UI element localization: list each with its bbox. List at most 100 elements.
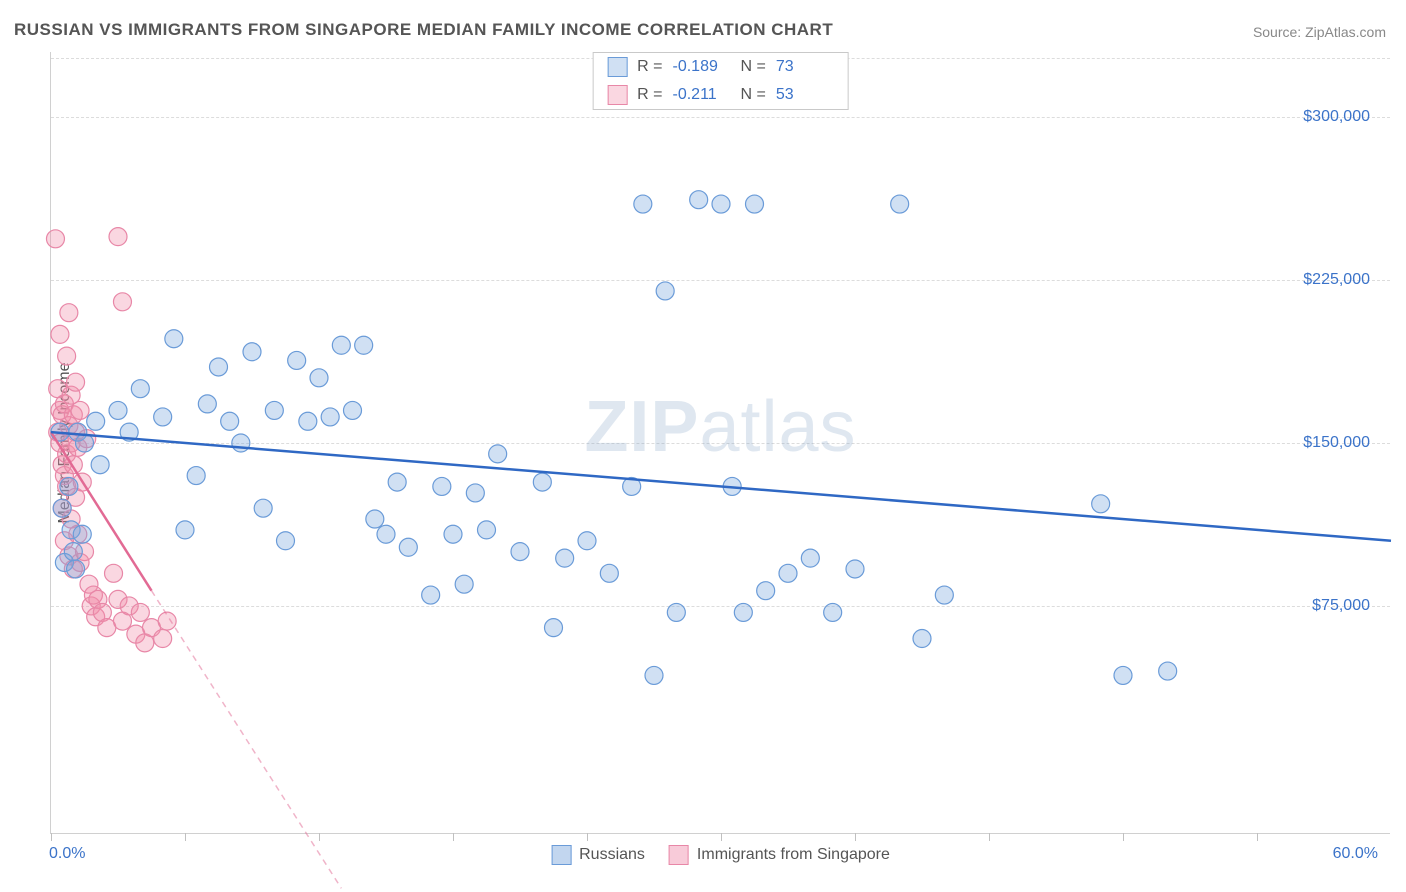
swatch-russians [607,57,627,77]
chart-title: RUSSIAN VS IMMIGRANTS FROM SINGAPORE MED… [14,20,833,40]
data-point [913,630,931,648]
scatter-layer [51,52,1390,833]
data-point [578,532,596,550]
data-point [332,336,350,354]
x-tick [587,833,588,841]
data-point [277,532,295,550]
swatch-icon [551,845,571,865]
legend-n-value: 73 [776,58,834,76]
swatch-singapore [607,85,627,105]
data-point [109,401,127,419]
data-point [67,373,85,391]
x-axis-min: 0.0% [49,845,85,863]
data-point [399,538,417,556]
data-point [533,473,551,491]
data-point [634,195,652,213]
legend-label: Russians [579,846,645,864]
data-point [105,564,123,582]
data-point [67,560,85,578]
data-point [556,549,574,567]
data-point [158,612,176,630]
data-point [667,603,685,621]
x-tick [1123,833,1124,841]
data-point [355,336,373,354]
plot-area: Median Family Income $75,000$150,000$225… [50,52,1390,834]
data-point [377,525,395,543]
data-point [433,477,451,495]
data-point [221,412,239,430]
data-point [690,191,708,209]
data-point [131,380,149,398]
data-point [489,445,507,463]
data-point [422,586,440,604]
data-point [891,195,909,213]
x-tick [51,833,52,841]
legend-n-label: N = [741,58,766,76]
data-point [444,525,462,543]
data-point [46,230,64,248]
data-point [1159,662,1177,680]
data-point [466,484,484,502]
data-point [165,330,183,348]
data-point [321,408,339,426]
data-point [288,351,306,369]
data-point [366,510,384,528]
data-point [801,549,819,567]
legend-n-label: N = [741,86,766,104]
data-point [76,434,94,452]
data-point [210,358,228,376]
data-point [131,603,149,621]
x-tick [1257,833,1258,841]
data-point [60,304,78,322]
data-point [645,666,663,684]
legend-r-label: R = [637,58,662,76]
legend-row-singapore: R = -0.211 N = 53 [593,81,848,109]
x-tick [989,833,990,841]
x-tick [319,833,320,841]
data-point [243,343,261,361]
data-point [935,586,953,604]
data-point [154,630,172,648]
data-point [1092,495,1110,513]
data-point [746,195,764,213]
data-point [254,499,272,517]
data-point [198,395,216,413]
swatch-icon [669,845,689,865]
data-point [53,499,71,517]
data-point [734,603,752,621]
data-point [58,347,76,365]
data-point [1114,666,1132,684]
x-axis-max: 60.0% [1333,845,1378,863]
source-label: Source: ZipAtlas.com [1253,24,1386,40]
data-point [154,408,172,426]
data-point [299,412,317,430]
x-tick [855,833,856,841]
data-point [232,434,250,452]
data-point [310,369,328,387]
data-point [265,401,283,419]
data-point [71,401,89,419]
legend-row-russians: R = -0.189 N = 73 [593,53,848,81]
legend-label: Immigrants from Singapore [697,846,890,864]
data-point [87,412,105,430]
data-point [51,325,69,343]
data-point [91,456,109,474]
data-point [712,195,730,213]
legend-r-label: R = [637,86,662,104]
trend-line [152,591,342,889]
data-point [545,619,563,637]
data-point [60,477,78,495]
correlation-legend: R = -0.189 N = 73 R = -0.211 N = 53 [592,52,849,110]
legend-r-value: -0.211 [673,86,731,104]
data-point [388,473,406,491]
series-legend: Russians Immigrants from Singapore [551,845,890,865]
data-point [600,564,618,582]
x-tick [721,833,722,841]
data-point [656,282,674,300]
data-point [187,467,205,485]
data-point [113,293,131,311]
data-point [176,521,194,539]
data-point [73,525,91,543]
data-point [455,575,473,593]
data-point [344,401,362,419]
